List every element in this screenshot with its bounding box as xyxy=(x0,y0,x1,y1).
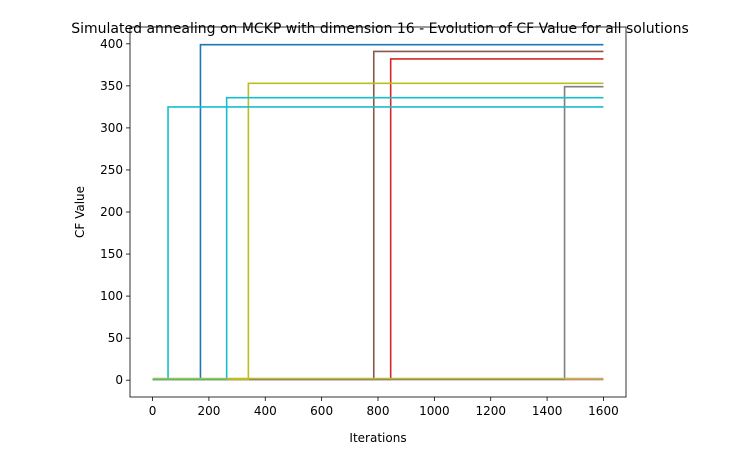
x-tick-label: 400 xyxy=(254,404,277,418)
y-tick-label: 250 xyxy=(100,163,123,177)
chart-title: Simulated annealing on MCKP with dimensi… xyxy=(71,21,689,37)
x-tick-label: 200 xyxy=(197,404,220,418)
x-tick-label: 800 xyxy=(367,404,390,418)
y-tick-label: 100 xyxy=(100,289,123,303)
series-line-8 xyxy=(152,85,604,381)
y-tick-label: 300 xyxy=(100,121,123,135)
series-line-6 xyxy=(152,50,604,381)
x-axis-label: Iterations xyxy=(349,431,406,445)
x-tick-label: 1200 xyxy=(475,404,506,418)
y-tick-label: 150 xyxy=(100,247,123,261)
x-tick-label: 600 xyxy=(310,404,333,418)
plot-frame xyxy=(129,26,627,398)
x-tick-label: 1600 xyxy=(588,404,619,418)
x-axis: 0 200 400 600 800 1000 1200 1400 1600 xyxy=(149,397,619,418)
y-tick-label: 50 xyxy=(108,331,123,345)
x-tick-label: 0 xyxy=(149,404,157,418)
y-axis: 0 50 100 150 200 250 300 350 400 xyxy=(100,37,130,387)
y-tick-label: 200 xyxy=(100,205,123,219)
series-line-9 xyxy=(152,82,604,381)
y-tick-label: 400 xyxy=(100,37,123,51)
series-line-10 xyxy=(152,96,604,381)
series-line-11 xyxy=(152,106,604,381)
series-line-1 xyxy=(152,43,604,381)
plot-lines xyxy=(152,43,604,381)
y-axis-label: CF Value xyxy=(73,186,87,238)
x-tick-label: 1400 xyxy=(532,404,563,418)
y-tick-label: 350 xyxy=(100,79,123,93)
x-tick-label: 1000 xyxy=(419,404,450,418)
y-tick-label: 0 xyxy=(115,373,123,387)
